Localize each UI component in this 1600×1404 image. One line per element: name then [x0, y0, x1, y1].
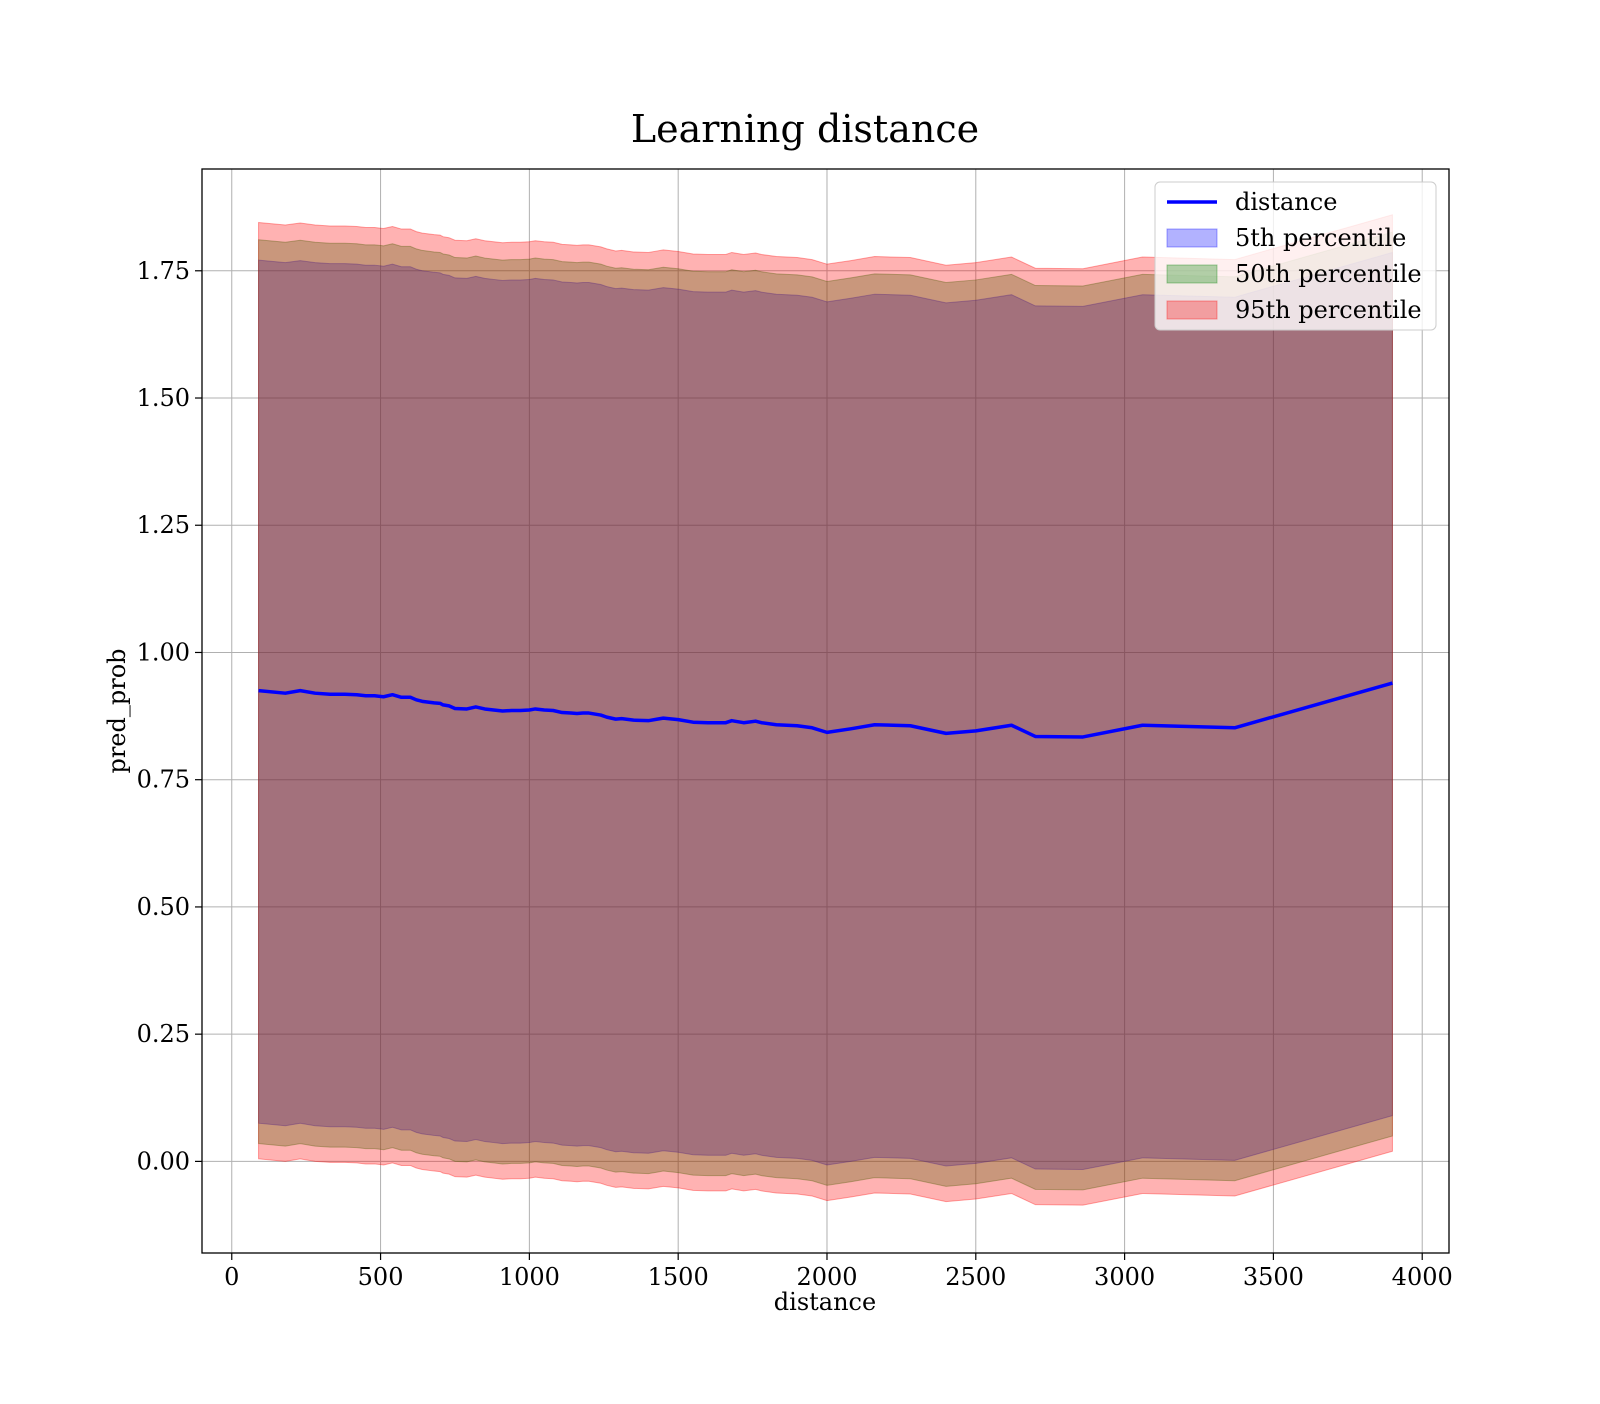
chart-title: Learning distance — [631, 107, 979, 151]
band-layer — [258, 214, 1393, 1206]
plot-area — [202, 169, 1449, 1253]
legend-swatch-band — [1166, 228, 1218, 248]
y-tick-label: 0.25 — [137, 1020, 190, 1048]
band-5th-percentile — [258, 251, 1393, 1171]
x-tick-label: 1000 — [499, 1263, 560, 1291]
x-axis-ticks: 0 500 1000 1500 2000 2500 3000 3500 4000 — [224, 1253, 1453, 1291]
band-50th-percentile — [258, 231, 1393, 1191]
legend-label: distance — [1235, 188, 1337, 216]
legend-label: 95th percentile — [1235, 296, 1422, 324]
x-tick-label: 3500 — [1243, 1263, 1304, 1291]
line-layer — [258, 681, 1393, 739]
legend-swatch-band — [1166, 300, 1218, 320]
plot-frame — [201, 168, 1450, 1254]
y-tick-label: 1.25 — [137, 511, 190, 539]
x-tick-label: 4000 — [1392, 1263, 1453, 1291]
band-95th-percentile — [258, 214, 1393, 1206]
y-tick-label: 1.00 — [137, 638, 190, 666]
legend-label: 5th percentile — [1235, 224, 1406, 252]
y-tick-label: 0.50 — [137, 893, 190, 921]
x-tick-label: 3000 — [1094, 1263, 1155, 1291]
x-tick-label: 500 — [358, 1263, 404, 1291]
legend-label: 50th percentile — [1235, 260, 1422, 288]
legend-swatch-band — [1166, 264, 1218, 284]
legend-box — [1154, 181, 1437, 331]
y-tick-label: 1.50 — [137, 384, 190, 412]
y-tick-label: 1.75 — [137, 257, 190, 285]
y-tick-label: 0.00 — [137, 1147, 190, 1175]
y-axis-label: pred_prob — [103, 648, 131, 773]
x-tick-label: 2000 — [796, 1263, 857, 1291]
legend: distance 5th percentile 50th percentile 95t… — [1154, 181, 1437, 331]
x-tick-label: 1500 — [648, 1263, 709, 1291]
y-tick-label: 0.75 — [137, 766, 190, 794]
x-tick-label: 2500 — [945, 1263, 1006, 1291]
y-axis-ticks: 0.00 0.25 0.50 0.75 1.00 1.25 1.50 1.75 — [137, 257, 202, 1175]
x-tick-label: 0 — [224, 1263, 239, 1291]
x-axis-label: distance — [774, 1288, 876, 1316]
line-distance — [258, 681, 1393, 739]
